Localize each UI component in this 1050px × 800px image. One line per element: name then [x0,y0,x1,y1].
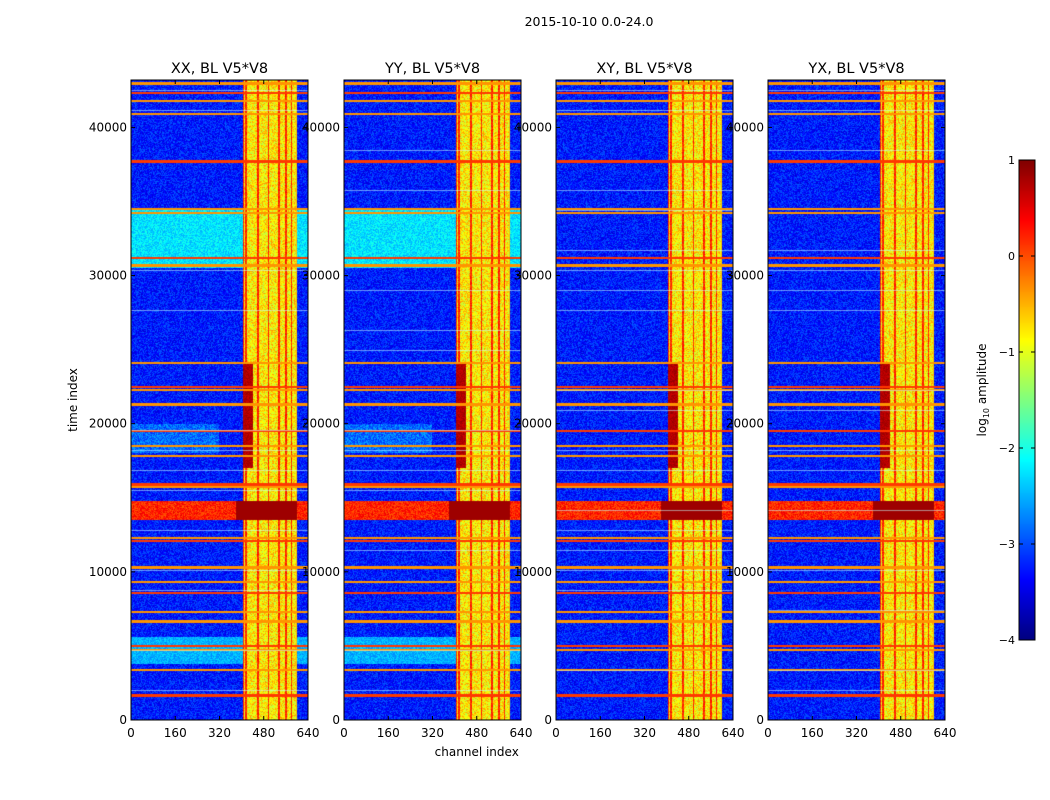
colorbar: −4 −3 −2 −1 0 1 log10 amplitude [975,154,1036,647]
colorbar-tick-label: −4 [999,634,1015,647]
heatmap-yy [344,80,521,720]
y-tick-label: 0 [756,713,764,727]
x-tick-label: 320 [845,726,868,740]
colorbar-tick-label: −2 [999,442,1015,455]
x-tick-label: 480 [677,726,700,740]
panel-frame [343,79,522,721]
panel-xx: XX, BL V5*V8 0 160 320 480 640 0 10000 20000 3000… [89,61,320,740]
y-tick-label: 30000 [514,269,552,283]
x-tick-label: 160 [801,726,824,740]
x-tick-label: 0 [127,726,135,740]
y-tick-label: 0 [544,713,552,727]
y-tick-label: 30000 [89,269,127,283]
y-axis-label: time index [66,368,80,432]
y-tick-label: 40000 [89,120,127,134]
x-tick-label: 160 [589,726,612,740]
panel-title: XX, BL V5*V8 [171,61,268,77]
x-tick-label: 0 [764,726,772,740]
panel-yy: YY, BL V5*V8 0 160 320 480 640 0 10000 20000 3000… [302,61,533,740]
x-tick-label: 480 [252,726,275,740]
x-tick-label: 160 [164,726,187,740]
x-tick-label: 320 [421,726,444,740]
panels: XX, BL V5*V8 0 160 320 480 640 0 10000 20000 3000… [66,61,956,759]
y-tick-label: 40000 [726,120,764,134]
colorbar-tick-label: −3 [999,538,1015,551]
heatmap-xx [131,80,308,720]
x-tick-label: 0 [552,726,560,740]
colorbar-label: log10 amplitude [975,344,991,437]
x-tick-label: 160 [377,726,400,740]
x-tick-label: 640 [934,726,957,740]
panel-frame [555,79,734,721]
colorbar-tick-label: 0 [1008,250,1015,263]
y-tick-label: 40000 [302,120,340,134]
panel-frame [767,79,946,721]
x-tick-label: 320 [633,726,656,740]
x-tick-label: 640 [297,726,320,740]
colorbar-tick-label: 1 [1008,154,1015,167]
y-tick-label: 10000 [514,565,552,579]
y-tick-label: 0 [119,713,127,727]
panel-title: YY, BL V5*V8 [384,61,480,77]
panel-frame [130,79,309,721]
heatmap-yx [768,80,945,720]
x-tick-label: 480 [465,726,488,740]
y-tick-label: 10000 [726,565,764,579]
y-tick-label: 20000 [726,417,764,431]
colorbar-gradient [1019,160,1035,640]
y-tick-label: 20000 [89,417,127,431]
y-tick-label: 30000 [302,269,340,283]
y-tick-label: 20000 [514,417,552,431]
panel-yx: YX, BL V5*V8 0 160 320 480 640 0 10000 20000 3000… [726,61,957,740]
figure-suptitle: 2015-10-10 0.0-24.0 [525,14,654,29]
x-tick-label: 480 [889,726,912,740]
colorbar-tick-label: −1 [999,346,1015,359]
panel-title: YX, BL V5*V8 [807,61,904,77]
y-tick-label: 10000 [302,565,340,579]
x-tick-label: 320 [208,726,231,740]
x-axis-label: channel index [435,745,519,759]
y-tick-label: 30000 [726,269,764,283]
x-tick-label: 640 [510,726,533,740]
panel-xy: XY, BL V5*V8 0 160 320 480 640 0 10000 20000 3000… [514,61,745,740]
x-tick-label: 0 [340,726,348,740]
heatmap-xy [556,80,733,720]
y-tick-label: 10000 [89,565,127,579]
colorbar-frame [1018,159,1036,641]
y-tick-label: 40000 [514,120,552,134]
y-tick-label: 20000 [302,417,340,431]
y-tick-label: 0 [332,713,340,727]
panel-title: XY, BL V5*V8 [596,61,692,77]
x-tick-label: 640 [722,726,745,740]
